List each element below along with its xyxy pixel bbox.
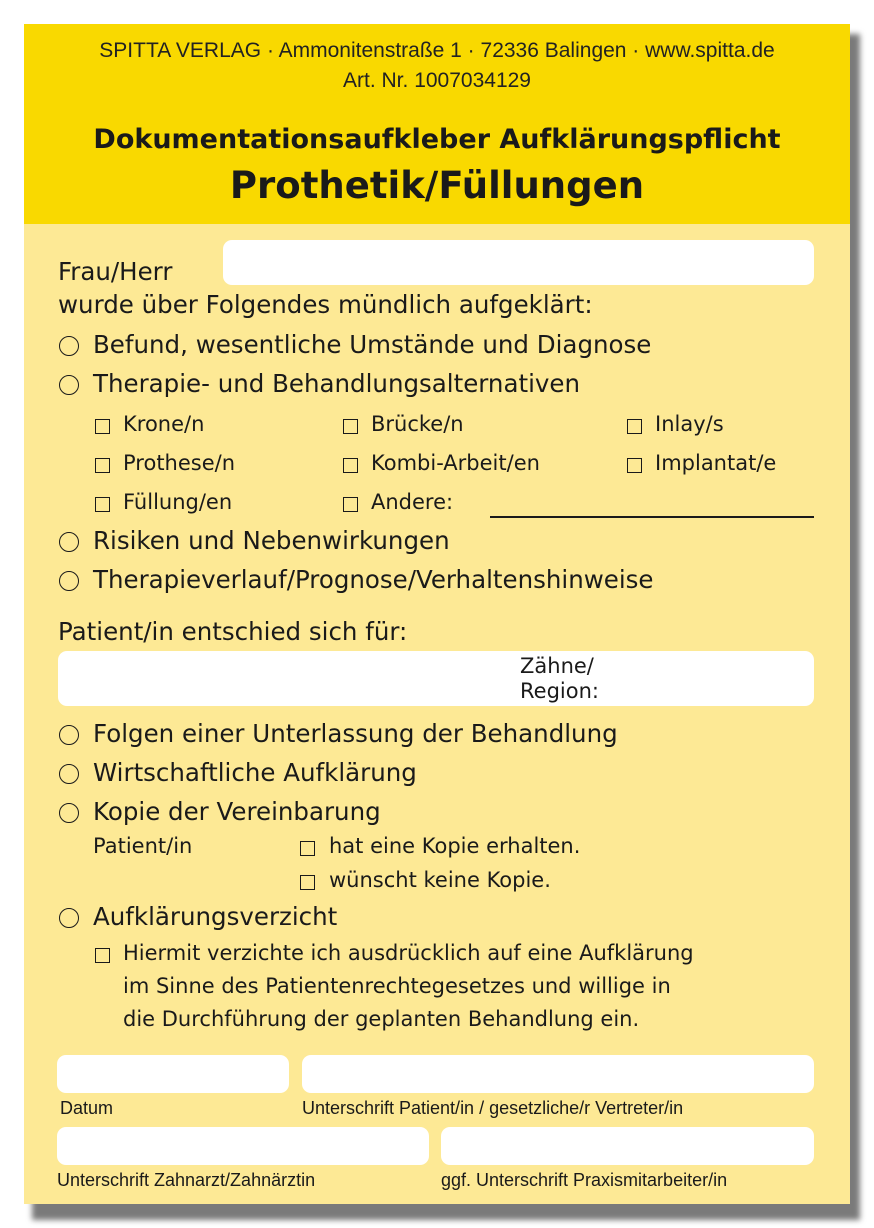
option-label: Implantat/e: [655, 451, 777, 475]
zahnarzt-signature-label: Unterschrift Zahnarzt/Zahnärztin: [57, 1170, 316, 1190]
mitarbeiter-signature-field[interactable]: [441, 1127, 814, 1165]
name-label: Frau/Herr: [58, 257, 173, 286]
checkbox-andere[interactable]: [343, 497, 358, 512]
radio-verzicht[interactable]: [59, 908, 79, 928]
patient-signature-field[interactable]: [302, 1055, 814, 1093]
page-title: Dokumentationsaufkleber Aufklärungspflic…: [93, 124, 781, 155]
publisher-line: SPITTA VERLAG · Ammonitenstraße 1 · 7233…: [99, 39, 775, 62]
verzicht-text-line: die Durchführung der geplanten Behandlun…: [123, 1007, 640, 1031]
option-label: Brücke/n: [371, 412, 464, 436]
therapie-label: Therapie- und Behandlungsalternativen: [93, 369, 580, 398]
option-label: Prothese/n: [123, 451, 236, 475]
zahnarzt-signature-field[interactable]: [57, 1127, 429, 1165]
checkbox-prothese[interactable]: [95, 458, 110, 473]
befund-label: Befund, wesentliche Umstände und Diagnos…: [93, 330, 652, 359]
datum-label: Datum: [60, 1098, 114, 1118]
kopie-label: Kopie der Vereinbarung: [93, 797, 381, 826]
andere-input-line[interactable]: [490, 516, 814, 518]
checkbox-inlay[interactable]: [627, 419, 642, 434]
risiken-label: Risiken und Nebenwirkungen: [93, 526, 450, 555]
verzicht-text-line: Hiermit verzichte ich ausdrücklich auf e…: [123, 941, 694, 965]
radio-risiken[interactable]: [59, 532, 79, 552]
radio-wirtschaft[interactable]: [59, 764, 79, 784]
radio-folgen[interactable]: [59, 725, 79, 745]
verzicht-text-line: im Sinne des Patientenrechtegesetzes und…: [123, 974, 671, 998]
article-number: Art. Nr. 1007034129: [343, 69, 531, 92]
option-label: Inlay/s: [655, 412, 724, 436]
radio-verlauf[interactable]: [59, 571, 79, 591]
kopie-erhalten-label: hat eine Kopie erhalten.: [329, 834, 581, 858]
kopie-patient-label: Patient/in: [93, 834, 193, 858]
checkbox-keine-kopie[interactable]: [300, 875, 315, 890]
checkbox-kopie-erhalten[interactable]: [300, 841, 315, 856]
option-label: Füllung/en: [123, 490, 233, 514]
checkbox-kombi[interactable]: [343, 458, 358, 473]
checkbox-implantat[interactable]: [627, 458, 642, 473]
sticker-card: SPITTA VERLAG · Ammonitenstraße 1 · 7233…: [24, 24, 850, 1204]
region-label: Region:: [520, 679, 599, 703]
header: SPITTA VERLAG · Ammonitenstraße 1 · 7233…: [24, 24, 850, 224]
checkbox-krone[interactable]: [95, 419, 110, 434]
option-label: Andere:: [371, 490, 454, 514]
page-subtitle: Prothetik/Füllungen: [229, 164, 645, 207]
folgen-label: Folgen einer Unterlassung der Behandlung: [93, 719, 618, 748]
datum-field[interactable]: [57, 1055, 289, 1093]
verzicht-label: Aufklärungsverzicht: [93, 902, 338, 931]
option-label: Kombi-Arbeit/en: [371, 451, 540, 475]
patient-signature-label: Unterschrift Patient/in / gesetzliche/r …: [302, 1098, 684, 1118]
wirtschaft-label: Wirtschaftliche Aufklärung: [93, 758, 417, 787]
checkbox-verzicht[interactable]: [95, 948, 110, 963]
teeth-region-label: Zähne/ Region:: [520, 654, 599, 704]
radio-befund[interactable]: [59, 336, 79, 356]
teeth-label: Zähne/: [520, 654, 594, 678]
option-label: Krone/n: [123, 412, 205, 436]
decision-field[interactable]: [58, 651, 814, 706]
informed-text: wurde über Folgendes mündlich aufgeklärt…: [58, 290, 593, 319]
keine-kopie-label: wünscht keine Kopie.: [329, 868, 551, 892]
name-field[interactable]: [223, 240, 814, 285]
radio-therapie[interactable]: [59, 375, 79, 395]
radio-kopie[interactable]: [59, 803, 79, 823]
checkbox-fuellung[interactable]: [95, 497, 110, 512]
verlauf-label: Therapieverlauf/Prognose/Verhaltenshinwe…: [93, 565, 654, 594]
checkbox-bruecke[interactable]: [343, 419, 358, 434]
decision-label: Patient/in entschied sich für:: [58, 617, 408, 646]
mitarbeiter-signature-label: ggf. Unterschrift Praxismitarbeiter/in: [441, 1170, 728, 1190]
